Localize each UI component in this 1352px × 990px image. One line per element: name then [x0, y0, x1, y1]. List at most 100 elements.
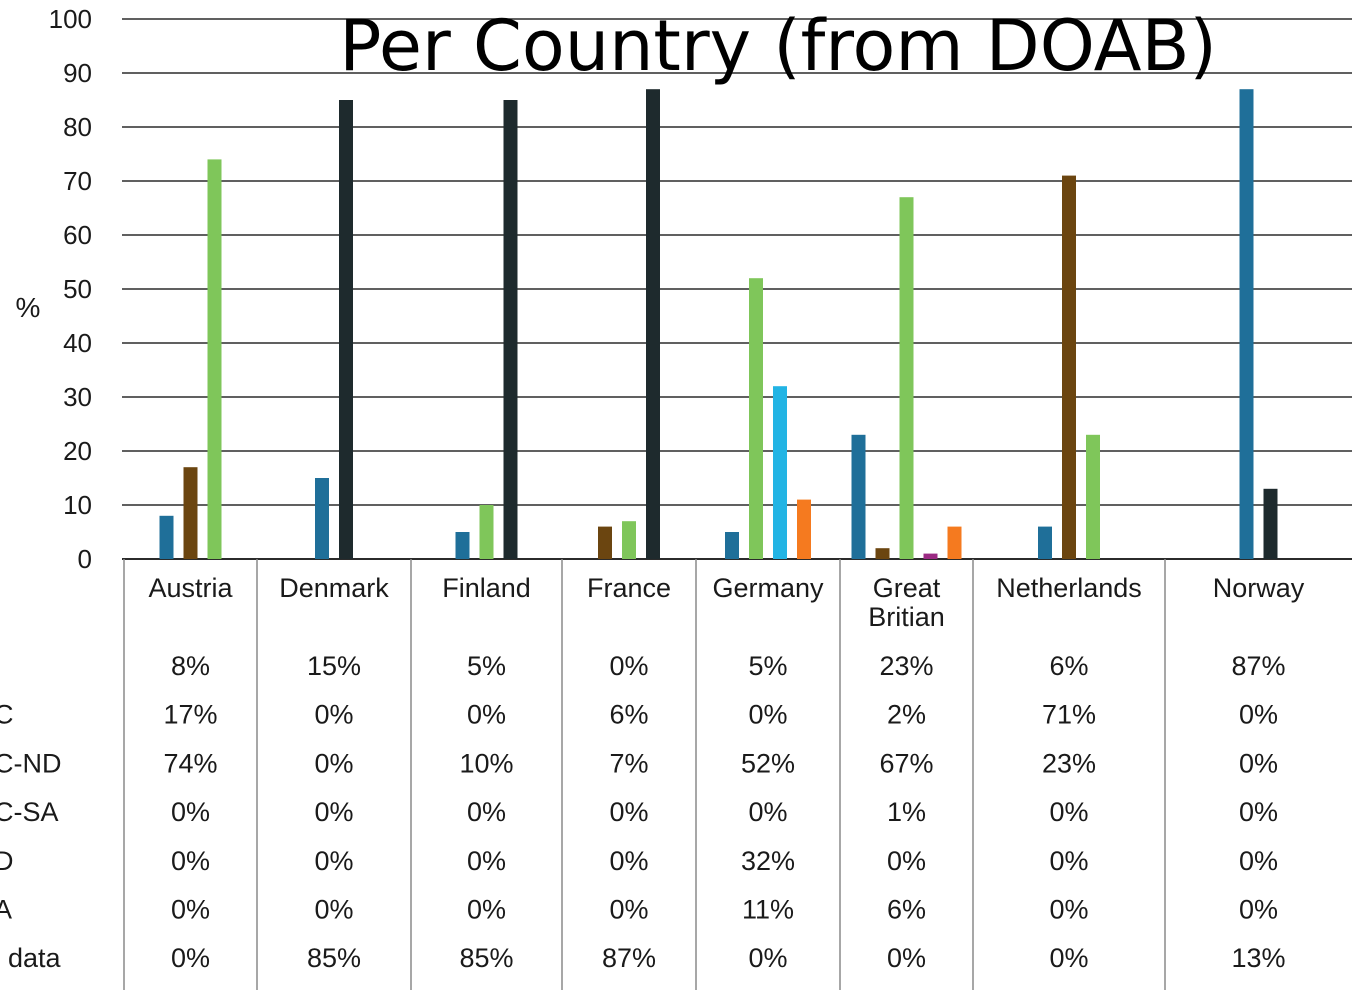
bar-great-britian-2	[899, 197, 914, 559]
table-cell: 87%	[602, 943, 656, 973]
table-cell: 0%	[171, 846, 210, 876]
table-cell: 0%	[467, 895, 506, 925]
table-cell: 11%	[742, 895, 794, 925]
bar-norway-6	[1263, 488, 1278, 559]
table-cell: 2%	[887, 700, 926, 730]
table-cell: 5%	[467, 651, 506, 681]
category-label: Denmark	[279, 573, 389, 603]
bar-finland-6	[503, 100, 518, 559]
table-cell: 0%	[748, 797, 787, 827]
bar-germany-2	[749, 278, 763, 559]
table-cell: 17%	[163, 700, 217, 730]
bar-netherlands-0	[1038, 526, 1052, 559]
bar-germany-5	[797, 499, 811, 559]
bar-finland-2	[479, 505, 494, 559]
gridlines	[122, 18, 1352, 560]
y-tick-label: 30	[63, 382, 92, 412]
table-cell: 0%	[1049, 943, 1088, 973]
table-cell: 10%	[459, 748, 513, 778]
category-label: Finland	[442, 573, 531, 603]
bar-great-britian-0	[851, 434, 866, 559]
table-cell: 1%	[887, 797, 926, 827]
table-cell: 0%	[314, 846, 353, 876]
y-tick-label: 50	[63, 274, 92, 304]
table-cell: 67%	[879, 748, 933, 778]
bar-denmark-0	[315, 478, 329, 559]
table-cell: 0%	[1239, 748, 1278, 778]
category-label: Germany	[712, 573, 824, 603]
y-tick-label: 70	[63, 166, 92, 196]
table-cell: 0%	[748, 700, 787, 730]
category-label: Great	[873, 573, 941, 603]
table-cell: 0%	[314, 748, 353, 778]
table-cell: 0%	[1239, 846, 1278, 876]
y-tick-label: 60	[63, 220, 92, 250]
table-cell: 0%	[609, 846, 648, 876]
y-tick-label: 80	[63, 112, 92, 142]
table-cell: 87%	[1231, 651, 1285, 681]
table-cell: 0%	[314, 895, 353, 925]
bars	[159, 89, 1278, 559]
table-cell: 0%	[1239, 700, 1278, 730]
table-cell: 0%	[171, 943, 210, 973]
table-cell: 0%	[314, 700, 353, 730]
table-cell: 23%	[879, 651, 933, 681]
table-cell: 7%	[609, 748, 648, 778]
table-cell: 0%	[748, 943, 787, 973]
bar-germany-4	[773, 386, 787, 559]
y-tick-label: 0	[78, 544, 92, 574]
table-cell: 6%	[1049, 651, 1088, 681]
bar-france-6	[646, 89, 660, 559]
table-cell: 0%	[314, 797, 353, 827]
bar-france-1	[598, 526, 612, 559]
category-label: Britian	[868, 602, 945, 632]
table-cell: 0%	[467, 700, 506, 730]
category-label: France	[587, 573, 671, 603]
bar-austria-0	[159, 515, 174, 559]
table-cell: 0%	[887, 943, 926, 973]
bar-finland-0	[455, 532, 470, 559]
table-cell: 0%	[609, 895, 648, 925]
category-label: Netherlands	[996, 573, 1142, 603]
table-cell: 0%	[1239, 895, 1278, 925]
table-cell: 5%	[748, 651, 787, 681]
table-cell: 0%	[887, 846, 926, 876]
table-cell: 85%	[307, 943, 361, 973]
bar-austria-2	[207, 159, 222, 559]
table-row-label: data	[8, 943, 62, 973]
bar-france-2	[622, 521, 636, 559]
table-row-label: C-SA	[0, 797, 59, 827]
table-cell: 15%	[307, 651, 361, 681]
table-cell: 0%	[609, 651, 648, 681]
bar-denmark-6	[339, 100, 353, 559]
chart-title: Per Country (from DOAB)	[339, 5, 1217, 87]
table-cell: 0%	[171, 895, 210, 925]
table-cell: 6%	[609, 700, 648, 730]
bar-great-britian-3	[923, 553, 938, 559]
bar-great-britian-1	[875, 548, 890, 559]
table-cell: 71%	[1042, 700, 1096, 730]
category-label: Austria	[148, 573, 233, 603]
bar-netherlands-1	[1062, 175, 1076, 559]
data-table: Austria Denmark Finland France Germany GreatB…	[0, 559, 1305, 990]
bar-norway-0	[1239, 89, 1254, 559]
table-row-label: C	[0, 700, 14, 730]
table-cell: 23%	[1042, 748, 1096, 778]
y-tick-label: 100	[49, 4, 92, 34]
table-cell: 8%	[171, 651, 210, 681]
table-cell: 52%	[741, 748, 795, 778]
table-cell: 0%	[1049, 846, 1088, 876]
table-row-label: A	[0, 895, 12, 925]
table-cell: 0%	[1049, 895, 1088, 925]
table-row-label: D	[0, 846, 14, 876]
bar-netherlands-2	[1086, 434, 1100, 559]
bar-germany-0	[725, 532, 739, 559]
table-cell: 0%	[171, 797, 210, 827]
table-row-label: C-ND	[0, 748, 62, 778]
table-cell: 0%	[1049, 797, 1088, 827]
y-tick-label: 20	[63, 436, 92, 466]
table-cell: 6%	[887, 895, 926, 925]
table-cell: 85%	[459, 943, 513, 973]
table-cell: 0%	[467, 846, 506, 876]
